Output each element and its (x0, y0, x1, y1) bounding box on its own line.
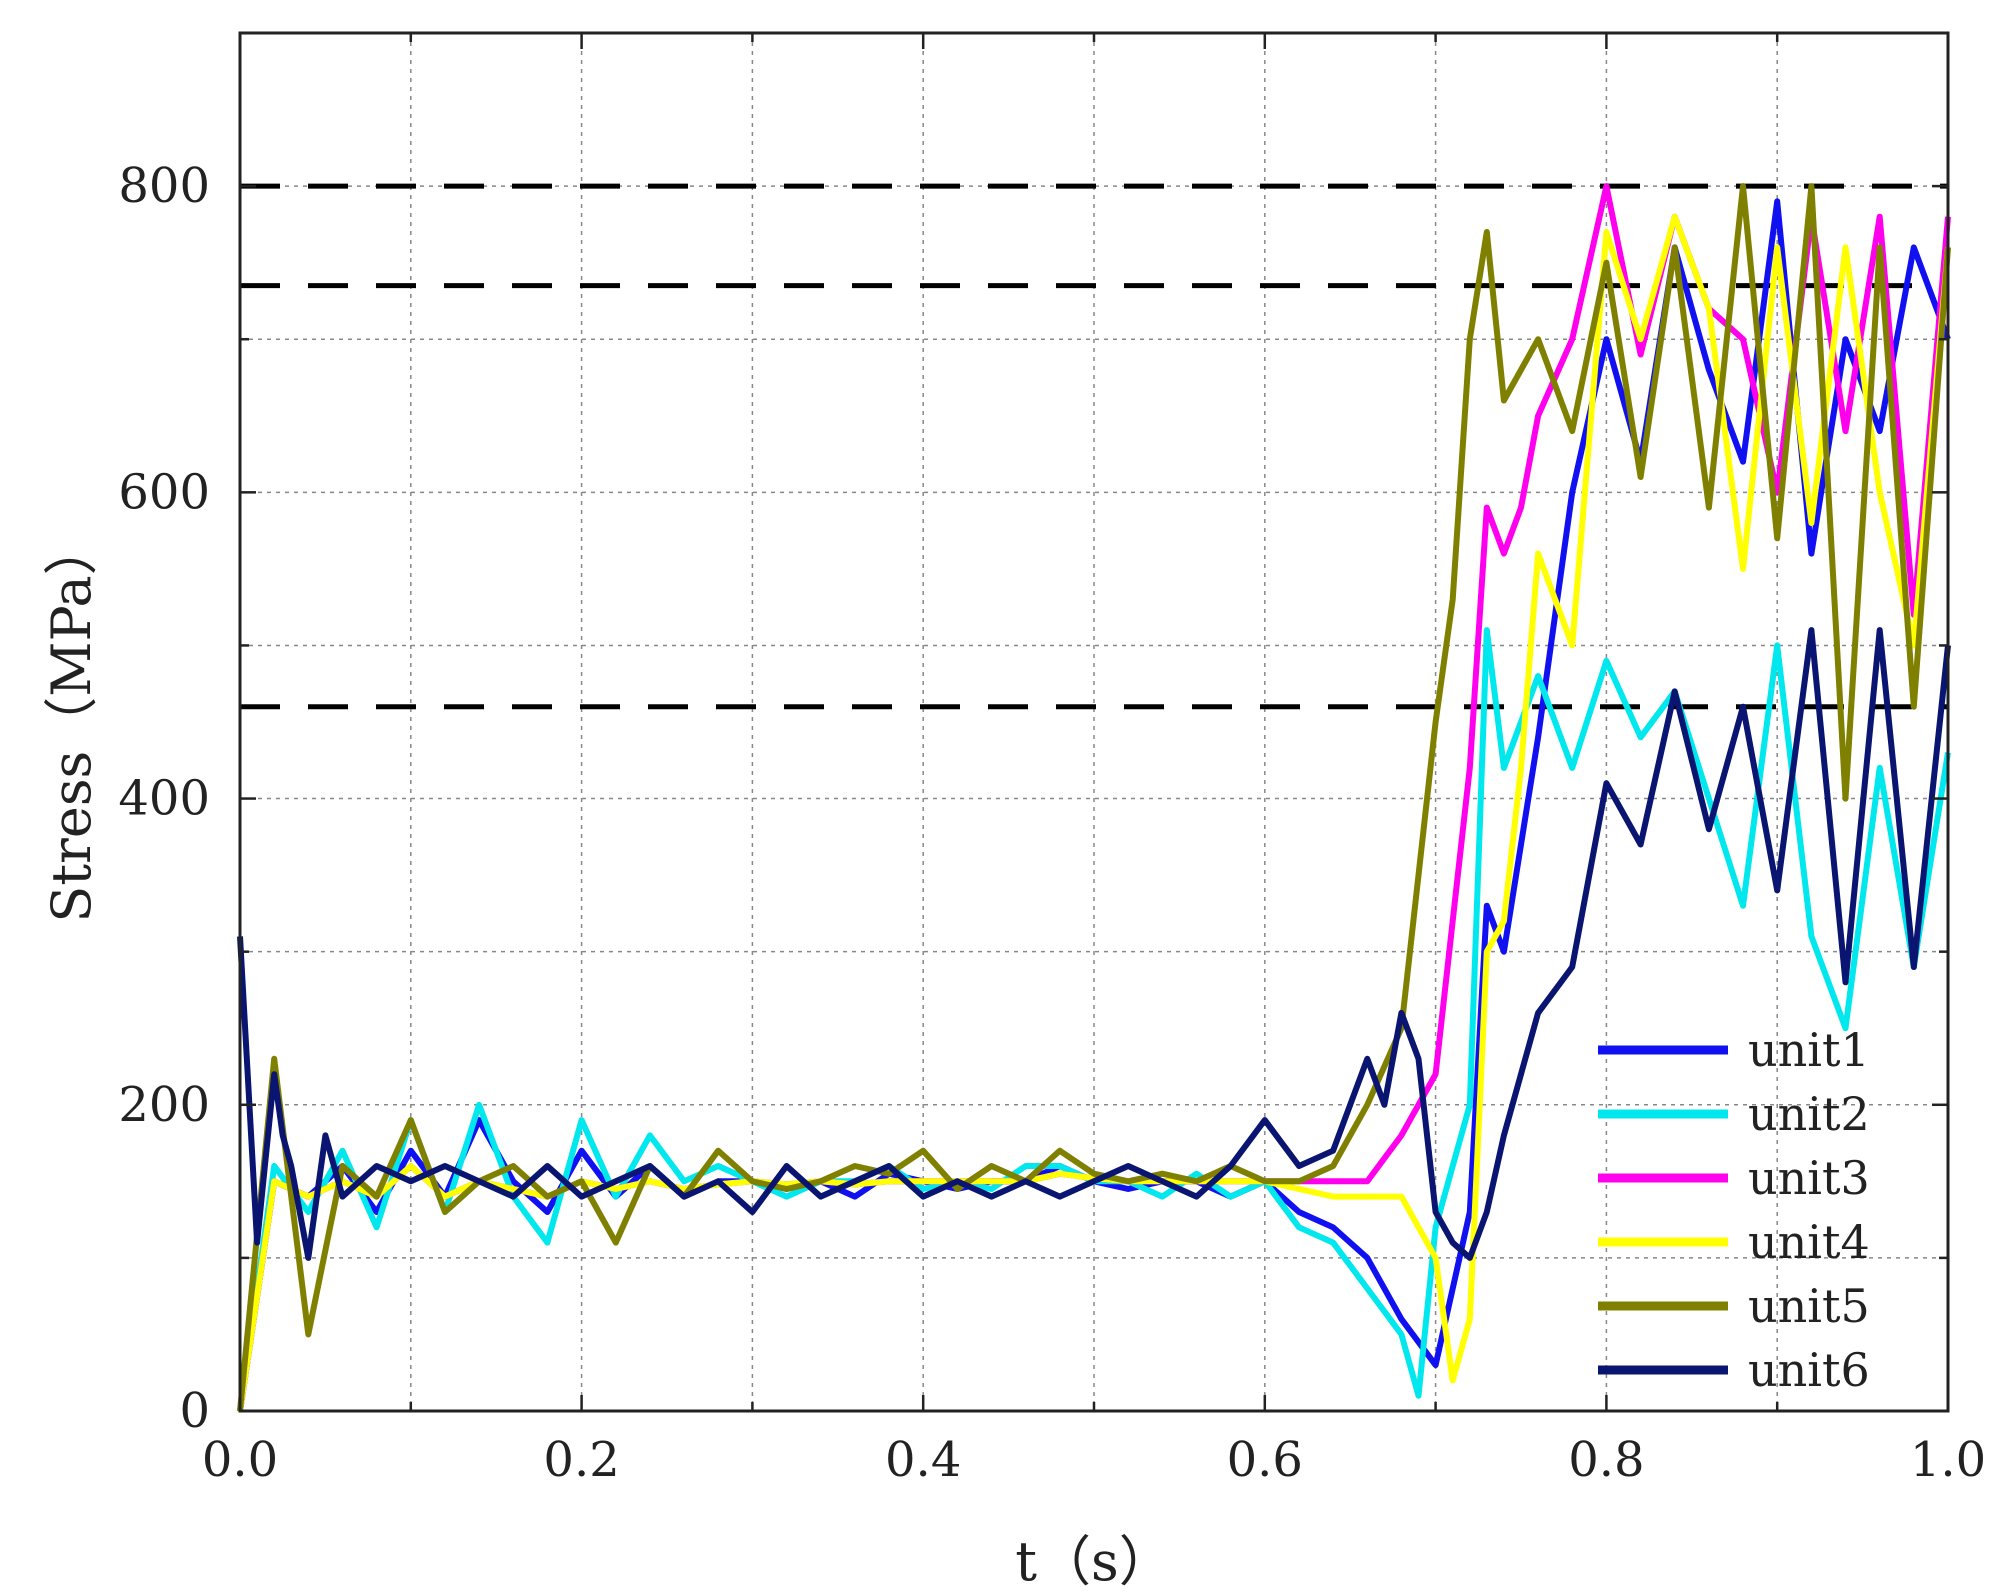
y-tick-label: 800 (118, 158, 210, 214)
reference-lines (240, 183, 1948, 710)
y-tick-label: 400 (118, 771, 210, 827)
y-axis-title: Stress（MPa） (40, 521, 103, 922)
legend-label-unit2: unit2 (1748, 1087, 1870, 1141)
legend: unit1 unit2 unit3 unit4 unit5 unit6 (1598, 1023, 1870, 1397)
series-lines (237, 183, 1951, 1412)
axis-ticks (238, 31, 1950, 1413)
y-tick-labels: 0 200 400 600 800 (118, 158, 210, 1439)
legend-label-unit6: unit6 (1748, 1343, 1870, 1397)
legend-label-unit3: unit3 (1748, 1151, 1870, 1205)
x-tick-label: 1.0 (1910, 1432, 1986, 1488)
x-tick-label: 0.0 (202, 1432, 278, 1488)
x-tick-label: 0.2 (543, 1432, 619, 1488)
x-tick-label: 0.8 (1568, 1432, 1644, 1488)
legend-label-unit4: unit4 (1748, 1215, 1870, 1269)
x-tick-labels: 0.0 0.2 0.4 0.6 0.8 1.0 (202, 1432, 1986, 1488)
x-axis-title: t（s） (1015, 1530, 1172, 1593)
y-tick-label: 0 (179, 1383, 210, 1439)
x-tick-label: 0.6 (1227, 1432, 1303, 1488)
series-line-unit6 (237, 627, 1951, 1261)
y-tick-label: 600 (118, 464, 210, 520)
x-tick-label: 0.4 (885, 1432, 961, 1488)
series-line-unit5 (237, 183, 1951, 1412)
legend-label-unit5: unit5 (1748, 1279, 1870, 1333)
legend-label-unit1: unit1 (1748, 1023, 1870, 1077)
y-tick-label: 200 (118, 1077, 210, 1133)
